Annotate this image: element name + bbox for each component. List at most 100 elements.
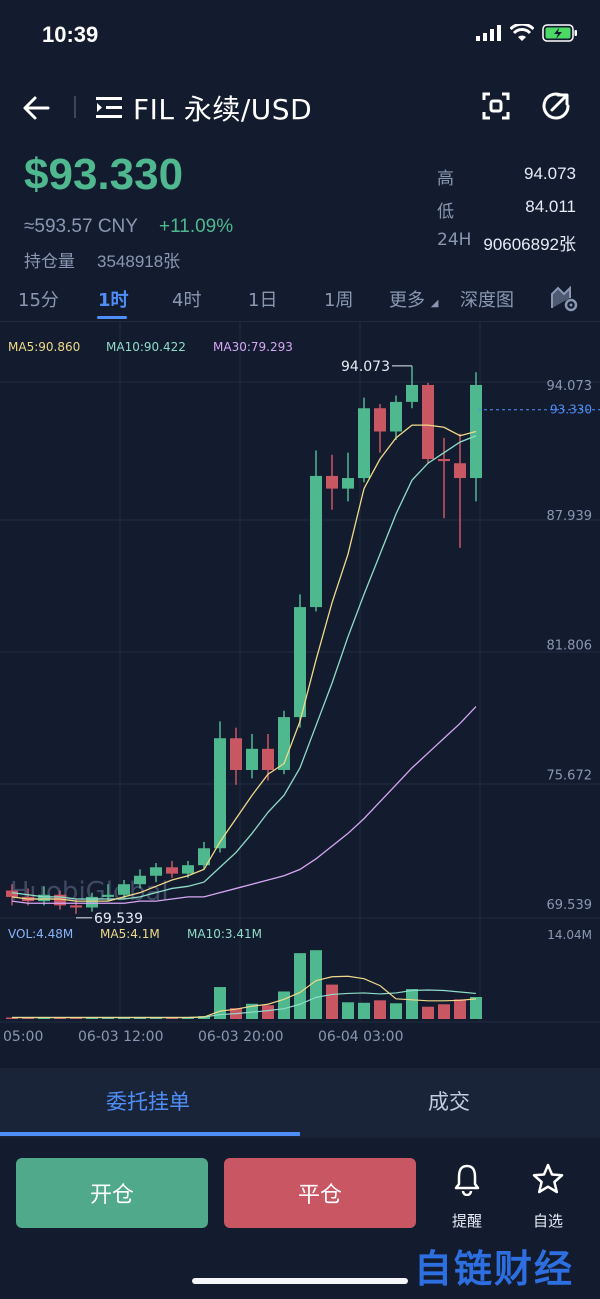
ma10-line <box>11 435 477 900</box>
alert-button[interactable]: 提醒 <box>437 1162 497 1232</box>
chart-settings-icon[interactable] <box>550 284 578 312</box>
volume-ma5-line <box>12 975 477 1019</box>
bottom-tabs: 委托挂单 成交 <box>0 1068 600 1138</box>
candle-body <box>6 890 18 897</box>
candle-body <box>86 896 98 908</box>
volume-bar <box>166 1017 178 1019</box>
candle-body <box>214 738 226 849</box>
caret-down-icon: ◢ <box>430 298 439 309</box>
tab-4h[interactable]: 4时 <box>172 290 202 311</box>
tab-trades[interactable]: 成交 <box>428 1090 470 1114</box>
volume-bar <box>22 1017 34 1019</box>
last-price-label: 93.330 <box>550 403 592 417</box>
candle-body <box>262 748 274 770</box>
high-value: 94.073 <box>524 164 576 183</box>
volume-bar <box>54 1017 66 1019</box>
tab-1w[interactable]: 1周 <box>324 290 354 311</box>
kline-chart[interactable]: MA5:90.860 MA10:90.422 MA30:79.293 94.07… <box>0 322 600 1068</box>
screenshot-scan-icon[interactable] <box>478 88 514 124</box>
tab-more-label: 更多 <box>389 290 425 311</box>
price-change: +11.09% <box>159 216 234 237</box>
battery-icon <box>542 24 577 42</box>
ma30-line <box>11 706 477 904</box>
candle-body <box>390 401 402 432</box>
open-position-button[interactable]: 开仓 <box>16 1158 208 1228</box>
header-divider <box>74 96 76 118</box>
candle-body <box>166 867 178 874</box>
favorite-button[interactable]: 自选 <box>518 1162 578 1232</box>
candle-body <box>134 875 146 885</box>
price-cny: ≈593.57 CNY <box>24 216 138 237</box>
y-axis-ticks: 94.073 87.939 81.806 75.672 69.539 <box>547 379 593 913</box>
last-price: $93.330 <box>24 150 184 199</box>
candle-body <box>294 607 306 718</box>
tab-1d[interactable]: 1日 <box>248 290 278 311</box>
header: FIL 永续/USD <box>0 70 600 146</box>
back-arrow-icon[interactable] <box>18 88 58 128</box>
volume-ma5-label: MA5:4.1M <box>100 927 160 941</box>
candle-body <box>118 884 130 895</box>
menu-list-icon[interactable] <box>96 96 126 120</box>
candle-body <box>326 475 338 489</box>
candle-body <box>150 867 162 876</box>
tab-active-indicator <box>97 316 127 319</box>
ma5-line <box>11 424 477 902</box>
x-axis-ticks: 05:00 06-03 12:00 06-03 20:00 06-04 03:00 <box>3 1029 403 1045</box>
low-value: 84.011 <box>525 197 576 216</box>
volume-bar <box>358 1002 370 1019</box>
volume-bar <box>342 1002 354 1019</box>
volume-bar <box>422 1006 434 1019</box>
tab-15m[interactable]: 15分 <box>18 290 59 311</box>
open-interest-label: 持仓量 <box>24 252 75 272</box>
volume-ma10-label: MA10:3.41M <box>187 927 262 941</box>
volume-bar <box>294 953 306 1019</box>
candle-body <box>358 408 370 479</box>
candle-body <box>70 905 82 908</box>
volume-bar <box>374 1000 386 1019</box>
pair-title[interactable]: FIL 永续/USD <box>133 93 313 126</box>
brand-watermark: 自链财经 <box>414 1247 575 1291</box>
volume-max-label: 14.04M <box>547 928 592 942</box>
candle-body <box>102 894 114 897</box>
y-tick-label: 69.539 <box>547 898 593 913</box>
volume-24h-value: 90606892张 <box>483 235 576 254</box>
high-label: 高 <box>437 169 454 189</box>
tab-1h[interactable]: 1时 <box>98 290 129 311</box>
timeframe-tabs: 15分 1时 4时 1日 1周 更多 ◢ 深度图 <box>0 278 600 322</box>
x-tick-label: 06-03 12:00 <box>78 1029 163 1045</box>
bell-icon <box>454 1164 480 1197</box>
volume-bar <box>118 1017 130 1019</box>
volume-bar <box>6 1017 18 1019</box>
candle-body <box>470 384 482 479</box>
y-tick-label: 75.672 <box>547 768 593 783</box>
volume-bar <box>102 1017 114 1019</box>
candle-body <box>54 894 66 906</box>
candle-body <box>182 865 194 874</box>
volume-bar <box>406 989 418 1019</box>
share-icon[interactable] <box>538 88 574 124</box>
volume-bars <box>6 950 482 1019</box>
close-position-button[interactable]: 平仓 <box>224 1158 416 1228</box>
x-tick-label: 06-03 20:00 <box>198 1029 283 1045</box>
tab-more[interactable]: 更多 ◢ <box>389 286 438 312</box>
action-bar: 开仓 平仓 提醒 自选 自链财经 <box>0 1142 600 1299</box>
volume-bar <box>470 996 482 1019</box>
candle-body <box>198 848 210 866</box>
status-time: 10:39 <box>42 22 99 47</box>
volume-bar <box>390 1003 402 1019</box>
ma5-label: MA5:90.860 <box>8 340 80 354</box>
tab-open-orders[interactable]: 委托挂单 <box>106 1090 190 1114</box>
y-tick-label: 87.939 <box>547 509 593 524</box>
x-tick-label: 05:00 <box>3 1029 43 1045</box>
ma10-label: MA10:90.422 <box>106 340 186 354</box>
y-tick-label: 94.073 <box>547 379 593 394</box>
bottom-tab-indicator <box>0 1132 300 1136</box>
x-tick-label: 06-04 03:00 <box>318 1029 403 1045</box>
candle-body <box>374 408 386 432</box>
candle-body <box>454 463 466 479</box>
open-interest-value: 3548918张 <box>97 252 181 271</box>
candle-body <box>310 475 322 608</box>
volume-bar <box>246 1003 258 1019</box>
tab-depth[interactable]: 深度图 <box>460 290 514 311</box>
alert-label: 提醒 <box>451 1212 482 1230</box>
